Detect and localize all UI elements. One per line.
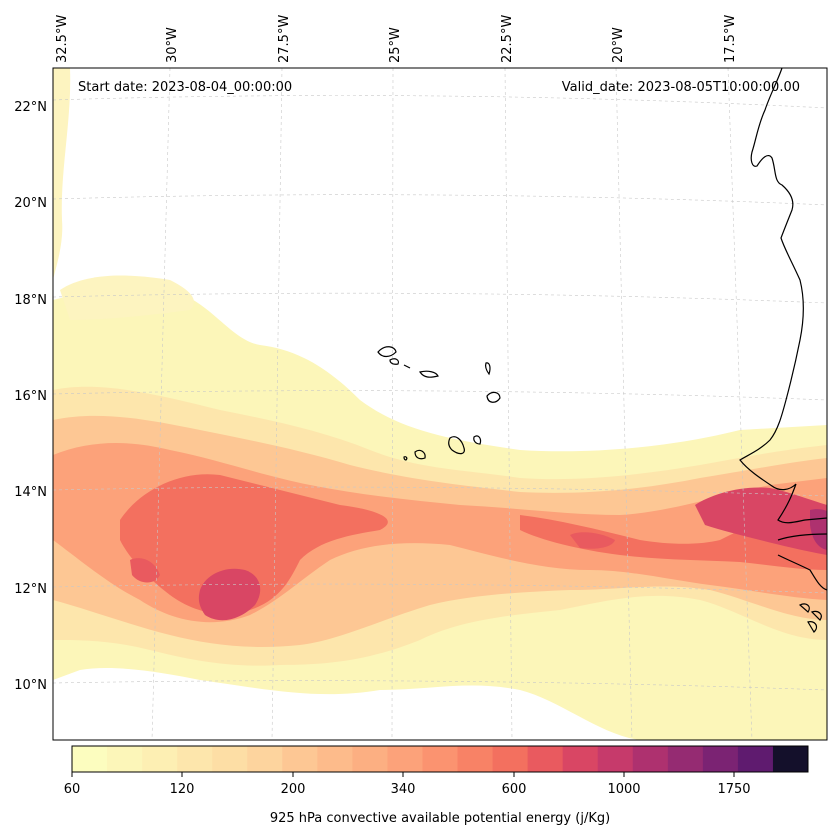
gridline-lat-22: [53, 95, 827, 109]
lon-label-27-5w: 27.5°W: [277, 15, 292, 63]
colorbar-swatch-2: [142, 746, 178, 772]
cape-field: [53, 68, 827, 740]
colorbar-swatch-13: [527, 746, 564, 772]
gridline-lat-16: [53, 390, 827, 401]
colorbar-swatch-6: [282, 746, 318, 772]
colorbar-swatch-1: [107, 746, 143, 772]
colorbar-tick-label-120: 120: [170, 782, 195, 797]
colorbar-ticks: [71, 772, 735, 777]
colorbar-swatch-5: [247, 746, 283, 772]
cabo-verde-santa-luzia: [403, 364, 411, 369]
colorbar-tick-label-60: 60: [64, 782, 81, 797]
colorbar-tick-label-1000: 1000: [607, 782, 640, 797]
lat-label-22n: 22°N: [14, 100, 47, 115]
cape-contour-60-north: [53, 68, 71, 280]
colorbar-swatch-11: [457, 746, 494, 772]
gridline-lon-22-5: [504, 68, 513, 740]
map-frame-border: [52, 67, 828, 741]
colorbar-tick-label-200: 200: [281, 782, 306, 797]
colorbar-swatch-19: [737, 746, 774, 772]
gridline-lat-10: [53, 680, 827, 691]
lat-label-14n: 14°N: [14, 485, 47, 500]
latitude-labels: 22°N 20°N 18°N 16°N 14°N 12°N 10°N: [14, 100, 47, 693]
gridline-lon-25: [391, 68, 394, 740]
cabo-verde-boa-vista: [486, 391, 501, 403]
lat-label-10n: 10°N: [14, 678, 47, 693]
bijagos-islands: [798, 603, 822, 633]
gridline-lon-27-5: [271, 68, 283, 740]
gridline-lon-30: [151, 68, 171, 740]
colorbar-tick-label-340: 340: [391, 782, 416, 797]
colorbar: 60 120 200 340 600 1000 1750 925 hPa con…: [64, 745, 809, 826]
cape-contour-1000-coast: [695, 487, 827, 555]
gridline-lat-18: [53, 292, 827, 304]
lon-label-20w: 20°W: [611, 27, 626, 63]
colorbar-swatch-20: [772, 746, 809, 772]
lon-label-30w: 30°W: [165, 27, 180, 63]
lat-label-18n: 18°N: [14, 293, 47, 308]
colorbar-swatch-8: [352, 746, 388, 772]
cabo-verde-santo-antao: [377, 346, 397, 358]
colorbar-tick-label-600: 600: [502, 782, 527, 797]
cabo-verde-brava: [403, 456, 408, 461]
cabo-verde-fogo: [414, 449, 426, 460]
lat-label-12n: 12°N: [14, 582, 47, 597]
colorbar-swatch-12: [492, 746, 529, 772]
guinea-coast: [777, 554, 828, 591]
gridline-lat-12: [53, 583, 827, 594]
colorbar-label: 925 hPa convective available potential e…: [270, 811, 610, 826]
colorbar-swatch-10: [422, 746, 459, 772]
lat-label-16n: 16°N: [14, 389, 47, 404]
africa-coastline: [739, 67, 828, 524]
cabo-verde-sao-nicolau: [419, 370, 439, 378]
start-date-label: Start date: 2023-08-04_00:00:00: [78, 80, 292, 95]
lon-label-22-5w: 22.5°W: [500, 15, 515, 63]
gambia-river: [777, 533, 828, 541]
cape-contour-1000-small: [570, 532, 615, 549]
colorbar-swatch-15: [597, 746, 634, 772]
gridline-lat-14: [53, 486, 827, 497]
cape-contour-1000-left: [130, 558, 160, 583]
cabo-verde-maio: [473, 435, 482, 445]
cape-contour-600: [120, 474, 388, 615]
cabo-verde-sao-vicente: [389, 358, 400, 365]
colorbar-swatch-7: [317, 746, 353, 772]
gridline-lat-20: [53, 194, 827, 206]
cabo-verde-santiago: [448, 436, 465, 455]
colorbar-border: [71, 745, 809, 773]
colorbar-swatch-18: [702, 746, 739, 772]
colorbar-tick-label-1750: 1750: [717, 782, 750, 797]
colorbar-swatch-17: [667, 746, 704, 772]
gridlines: [53, 68, 827, 740]
cape-contour-1000: [198, 568, 261, 621]
lon-label-17-5w: 17.5°W: [723, 15, 738, 63]
longitude-labels: 32.5°W 30°W 27.5°W 25°W 22.5°W 20°W 17.5…: [55, 15, 738, 63]
colorbar-swatch-3: [177, 746, 213, 772]
valid-date-label: Valid_date: 2023-08-05T10:00:00.00: [562, 80, 800, 95]
coastlines: [377, 67, 828, 633]
colorbar-swatch-16: [632, 746, 669, 772]
colorbar-swatch-14: [562, 746, 599, 772]
lon-label-32-5w: 32.5°W: [55, 15, 70, 63]
cape-contour-60-patch: [60, 275, 194, 320]
gridline-lon-17-5: [727, 68, 753, 740]
colorbar-swatches: [72, 746, 809, 772]
gridline-lon-20: [615, 68, 633, 740]
colorbar-swatch-0: [72, 746, 108, 772]
lat-label-20n: 20°N: [14, 196, 47, 211]
colorbar-swatch-9: [387, 746, 423, 772]
cabo-verde-sal: [485, 362, 491, 376]
colorbar-swatch-4: [212, 746, 248, 772]
lon-label-25w: 25°W: [388, 27, 403, 63]
